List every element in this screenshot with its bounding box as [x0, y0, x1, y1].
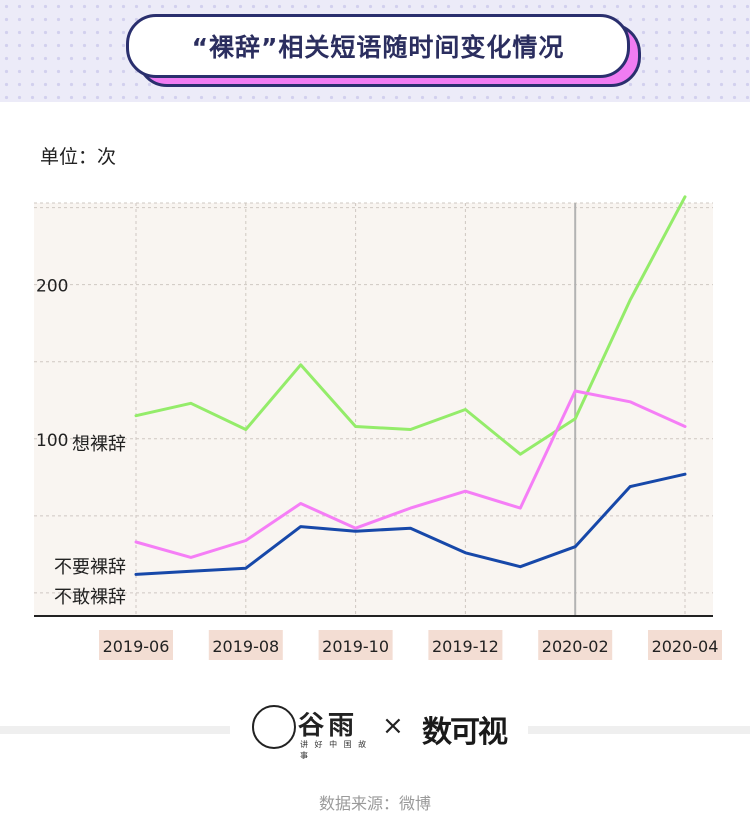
series-line [134, 472, 687, 576]
series-line [134, 195, 687, 456]
decor-bar-right [528, 726, 750, 734]
x-tick-box [208, 630, 283, 660]
chart-title: “裸辞”相关短语随时间变化情况 [191, 33, 565, 62]
partner-name: 谷雨 [298, 711, 359, 741]
logos: 谷雨 讲 好 中 国 故 事 × 数可视 [250, 703, 510, 760]
y-tick-label: 100 [36, 431, 68, 451]
x-tick-label: 2019-06 [103, 637, 170, 656]
series-line [134, 389, 687, 559]
bird-icon [252, 705, 296, 749]
series-label: 不要裸辞 [54, 557, 126, 578]
data-source: 数据来源：微博 [318, 794, 431, 813]
partner-subtitle: 讲 好 中 国 故 事 [300, 740, 369, 760]
x-tick-label: 2020-02 [542, 637, 609, 656]
partner-logo: 谷雨 讲 好 中 国 故 事 [250, 703, 370, 760]
x-tick-label: 2019-12 [432, 637, 499, 656]
y-tick-label: 200 [36, 277, 68, 297]
x-tick-box [318, 630, 393, 660]
x-tick-box [99, 630, 173, 660]
x-tick-label: 2019-08 [212, 637, 279, 656]
series-label: 不敢裸辞 [54, 587, 126, 608]
series-label: 想裸辞 [72, 434, 126, 455]
decor-bar-left [0, 726, 230, 734]
brand-logo: 数可视 [422, 715, 508, 750]
x-tick-label: 2019-10 [322, 637, 389, 656]
times-sign: × [382, 711, 404, 741]
unit-label: 单位：次 [40, 146, 117, 168]
title-pill: “裸辞”相关短语随时间变化情况 [126, 14, 630, 78]
x-tick-box [428, 630, 503, 660]
plot-area [34, 203, 713, 616]
x-tick-box [538, 630, 613, 660]
x-tick-label: 2020-04 [652, 637, 719, 656]
x-tick-box [648, 630, 722, 660]
